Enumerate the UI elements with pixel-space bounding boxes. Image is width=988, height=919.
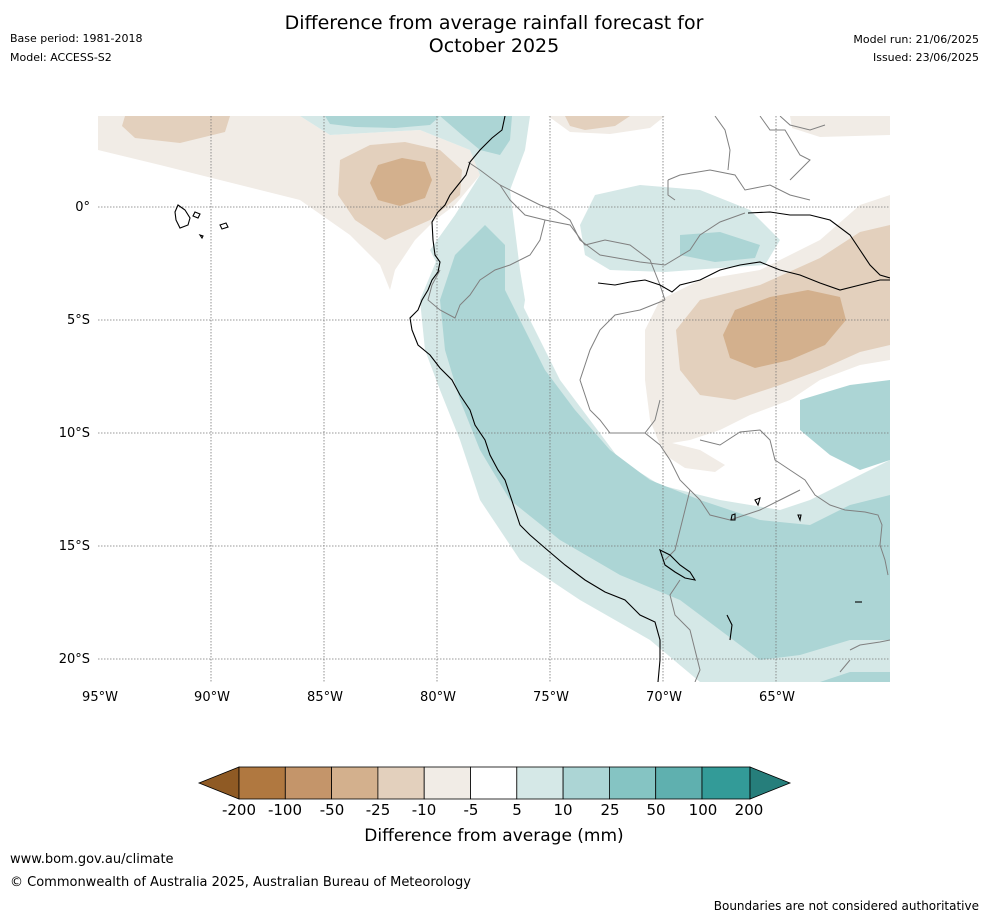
base-period-label: Base period: 1981-2018 bbox=[10, 32, 143, 45]
colorbar-swatch bbox=[470, 766, 518, 800]
wet-region-colombia-10b bbox=[440, 116, 512, 155]
lon-ticks: 95°W 90°W 85°W 80°W 75°W 70°W 65°W bbox=[82, 690, 795, 705]
colorbar-swatch bbox=[377, 766, 425, 800]
colorbar-label: 50 bbox=[646, 801, 666, 819]
wet-region-amazon-north-10 bbox=[680, 232, 760, 262]
colorbar-label: 100 bbox=[688, 801, 718, 819]
colorbar-label: -5 bbox=[463, 801, 479, 819]
lon-tick: 80°W bbox=[420, 690, 456, 705]
colorbar-extend-high bbox=[749, 766, 792, 800]
issued-label: Issued: 23/06/2025 bbox=[872, 51, 979, 64]
colorbar-extend-low bbox=[197, 766, 240, 800]
map-gridlines bbox=[98, 116, 890, 682]
map-field bbox=[98, 116, 890, 682]
website-link[interactable]: www.bom.gov.au/climate bbox=[10, 852, 174, 867]
wet-region-colombia-10 bbox=[325, 116, 440, 128]
wet-region-andes-10 bbox=[440, 225, 890, 660]
country-boundaries bbox=[427, 116, 890, 682]
colorbar-swatch bbox=[284, 766, 332, 800]
lat-tick: 15°S bbox=[59, 539, 90, 554]
title-line-2: October 2025 bbox=[428, 35, 560, 57]
colorbar-label: -10 bbox=[411, 801, 437, 819]
lon-tick: 85°W bbox=[307, 690, 343, 705]
lon-tick: 90°W bbox=[194, 690, 230, 705]
copyright-text: © Commonwealth of Australia 2025, Austra… bbox=[10, 875, 471, 890]
lon-tick: 95°W bbox=[82, 690, 118, 705]
colorbar-label: -50 bbox=[319, 801, 345, 819]
lat-tick: 20°S bbox=[59, 652, 90, 667]
colorbar-swatch bbox=[562, 766, 610, 800]
lat-tick: 0° bbox=[75, 200, 90, 215]
lon-tick: 65°W bbox=[759, 690, 795, 705]
model-run-label: Model run: 21/06/2025 bbox=[853, 33, 979, 46]
colorbar-swatch bbox=[701, 766, 751, 800]
page-title: Difference from average rainfall forecas… bbox=[0, 12, 988, 58]
wet-region-east-10 bbox=[800, 380, 890, 470]
lat-tick: 5°S bbox=[67, 313, 90, 328]
colorbar-label: 25 bbox=[600, 801, 620, 819]
colorbar-label: 10 bbox=[553, 801, 573, 819]
colorbar-label: -100 bbox=[267, 801, 303, 819]
lon-tick: 70°W bbox=[646, 690, 682, 705]
dry-region-pacific-25 bbox=[370, 158, 432, 206]
title-line-1: Difference from average rainfall forecas… bbox=[284, 12, 704, 34]
colorbar-swatch bbox=[516, 766, 564, 800]
dry-region-top-right bbox=[790, 116, 890, 137]
dry-region-bolivia bbox=[660, 440, 725, 472]
colorbar-label: -200 bbox=[221, 801, 257, 819]
colorbar-swatch bbox=[655, 766, 703, 800]
colorbar-label: -25 bbox=[365, 801, 391, 819]
lon-tick: 75°W bbox=[533, 690, 569, 705]
colorbar-swatch bbox=[238, 766, 286, 800]
wet-region-bottom-right bbox=[820, 672, 890, 682]
colorbar-label: 200 bbox=[734, 801, 764, 819]
coastline bbox=[174, 116, 890, 682]
colorbar bbox=[197, 766, 792, 800]
colorbar-title: Difference from average (mm) bbox=[364, 826, 624, 846]
dry-region-pacific-10 bbox=[122, 116, 230, 143]
dry-region-top-center-10 bbox=[565, 116, 630, 130]
lat-tick: 10°S bbox=[59, 426, 90, 441]
model-label: Model: ACCESS-S2 bbox=[10, 51, 112, 64]
colorbar-swatch bbox=[609, 766, 657, 800]
boundaries-disclaimer: Boundaries are not considered authoritat… bbox=[713, 899, 979, 913]
colorbar-swatch bbox=[423, 766, 471, 800]
lat-ticks: 0° 5°S 10°S 15°S 20°S bbox=[59, 200, 90, 667]
colorbar-label: 5 bbox=[512, 801, 522, 819]
dry-region-amazon-25 bbox=[723, 290, 846, 368]
colorbar-swatch bbox=[331, 766, 379, 800]
